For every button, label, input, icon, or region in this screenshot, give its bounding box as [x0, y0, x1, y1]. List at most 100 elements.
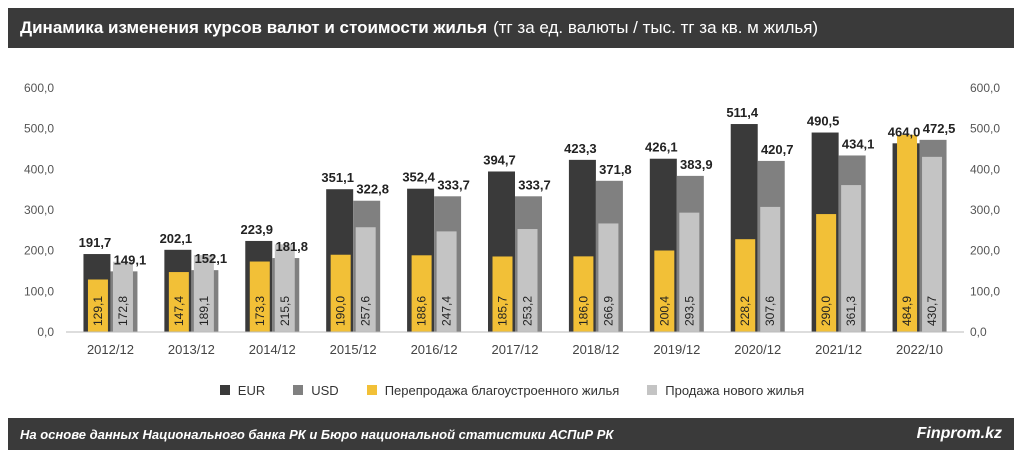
label-new: 293,5	[682, 296, 696, 326]
chart-unit: (тг за ед. валюты / тыс. тг за кв. м жил…	[493, 18, 819, 37]
label-resale: 228,2	[738, 296, 752, 326]
legend-swatch-usd	[293, 385, 304, 395]
label-eur: 511,4	[726, 105, 759, 120]
bar-new	[193, 255, 214, 332]
chart-header: Динамика изменения курсов валют и стоимо…	[8, 8, 1014, 48]
label-new: 257,6	[359, 296, 373, 326]
bar-resale	[492, 256, 513, 332]
bar-resale	[816, 214, 837, 332]
bar-resale	[87, 279, 108, 332]
legend-label-usd: USD	[311, 382, 339, 398]
legend-label-new: Продажа нового жилья	[665, 382, 805, 398]
bar-new	[841, 185, 862, 332]
label-resale: 147,4	[172, 296, 186, 326]
legend-label-resale: Перепродажа благоустроенного жилья	[384, 382, 620, 398]
y-tick-left: 100,0	[24, 284, 54, 298]
bar-new	[355, 227, 376, 332]
y-tick-right: 500,0	[970, 122, 1000, 136]
y-tick-left: 300,0	[24, 203, 54, 217]
bar-new	[112, 261, 133, 332]
label-new: 215,5	[278, 296, 292, 326]
legend-swatch-eur	[219, 385, 230, 395]
y-tick-right: 100,0	[970, 284, 1000, 298]
x-tick-label: 2016/12	[411, 342, 458, 357]
label-eur: 191,7	[79, 235, 112, 250]
label-usd: 383,9	[680, 157, 713, 172]
label-resale: 185,7	[496, 296, 510, 326]
x-tick-label: 2021/12	[815, 342, 862, 357]
bar-new	[274, 244, 295, 332]
bar-new	[922, 156, 943, 332]
label-eur: 426,1	[645, 140, 678, 155]
label-eur: 464,0	[888, 124, 921, 139]
legend-swatch-new	[647, 385, 658, 395]
label-resale: 173,3	[253, 296, 267, 326]
legend-item-eur: EUR	[219, 382, 266, 398]
bar-resale	[735, 239, 756, 332]
bar-new	[517, 229, 538, 332]
x-tick-label: 2015/12	[330, 342, 377, 357]
label-resale: 129,1	[91, 296, 105, 326]
bar-resale	[330, 254, 351, 332]
x-tick-label: 2022/10	[896, 342, 943, 357]
y-tick-right: 400,0	[970, 162, 1000, 176]
chart-title: Динамика изменения курсов валют и стоимо…	[20, 18, 488, 37]
label-eur: 423,3	[564, 141, 597, 156]
label-new: 307,6	[763, 296, 777, 326]
label-resale: 186,0	[576, 296, 590, 326]
bar-new	[760, 206, 781, 332]
y-tick-left: 400,0	[24, 162, 54, 176]
legend-item-new: Продажа нового жилья	[647, 383, 804, 398]
label-resale: 190,0	[334, 296, 348, 326]
label-eur: 202,1	[160, 231, 193, 246]
label-resale: 484,9	[900, 296, 914, 326]
bar-resale	[168, 272, 189, 332]
label-eur: 352,4	[402, 170, 435, 185]
y-tick-left: 0,0	[37, 325, 54, 339]
label-usd: 149,1	[114, 252, 147, 267]
y-tick-left: 500,0	[24, 122, 54, 136]
y-tick-right: 0,0	[970, 325, 987, 339]
source-note: На основе данных Национального банка РК …	[20, 426, 614, 442]
y-tick-right: 300,0	[970, 203, 1000, 217]
label-new: 361,3	[844, 296, 858, 326]
label-usd: 333,7	[518, 177, 551, 192]
label-usd: 333,7	[437, 177, 470, 192]
brand-logo: Finprom.kz	[916, 425, 1002, 442]
label-new: 430,7	[925, 296, 939, 326]
bar-resale	[897, 134, 918, 332]
label-usd: 420,7	[761, 142, 794, 157]
legend: EUR USD Перепродажа благоустроенного жил…	[0, 380, 1024, 400]
legend-item-usd: USD	[293, 382, 339, 398]
bar-resale	[249, 261, 270, 332]
label-usd: 371,8	[599, 162, 632, 177]
label-resale: 290,0	[819, 296, 833, 326]
x-tick-label: 2014/12	[249, 342, 296, 357]
x-tick-label: 2019/12	[653, 342, 700, 357]
label-eur: 490,5	[807, 114, 840, 129]
label-usd: 434,1	[842, 136, 875, 151]
label-usd: 322,8	[356, 182, 389, 197]
label-new: 189,1	[197, 296, 211, 326]
label-resale: 188,6	[415, 296, 429, 326]
y-tick-left: 600,0	[24, 81, 54, 95]
y-tick-left: 200,0	[24, 244, 54, 258]
x-tick-label: 2020/12	[734, 342, 781, 357]
label-new: 172,8	[116, 296, 130, 326]
y-tick-right: 200,0	[970, 244, 1000, 258]
label-usd: 152,1	[195, 251, 228, 266]
x-tick-label: 2018/12	[572, 342, 619, 357]
x-tick-label: 2017/12	[492, 342, 539, 357]
bar-resale	[654, 250, 675, 332]
bar-resale	[573, 256, 594, 332]
label-eur: 223,9	[240, 222, 273, 237]
label-resale: 200,4	[657, 296, 671, 326]
label-new: 266,9	[601, 296, 615, 326]
label-usd: 472,5	[923, 121, 956, 136]
label-usd: 181,8	[275, 239, 308, 254]
label-new: 253,2	[521, 296, 535, 326]
footer: На основе данных Национального банка РК …	[8, 418, 1014, 450]
bar-new	[436, 231, 457, 332]
legend-label-eur: EUR	[237, 382, 266, 398]
bar-new	[598, 223, 619, 332]
